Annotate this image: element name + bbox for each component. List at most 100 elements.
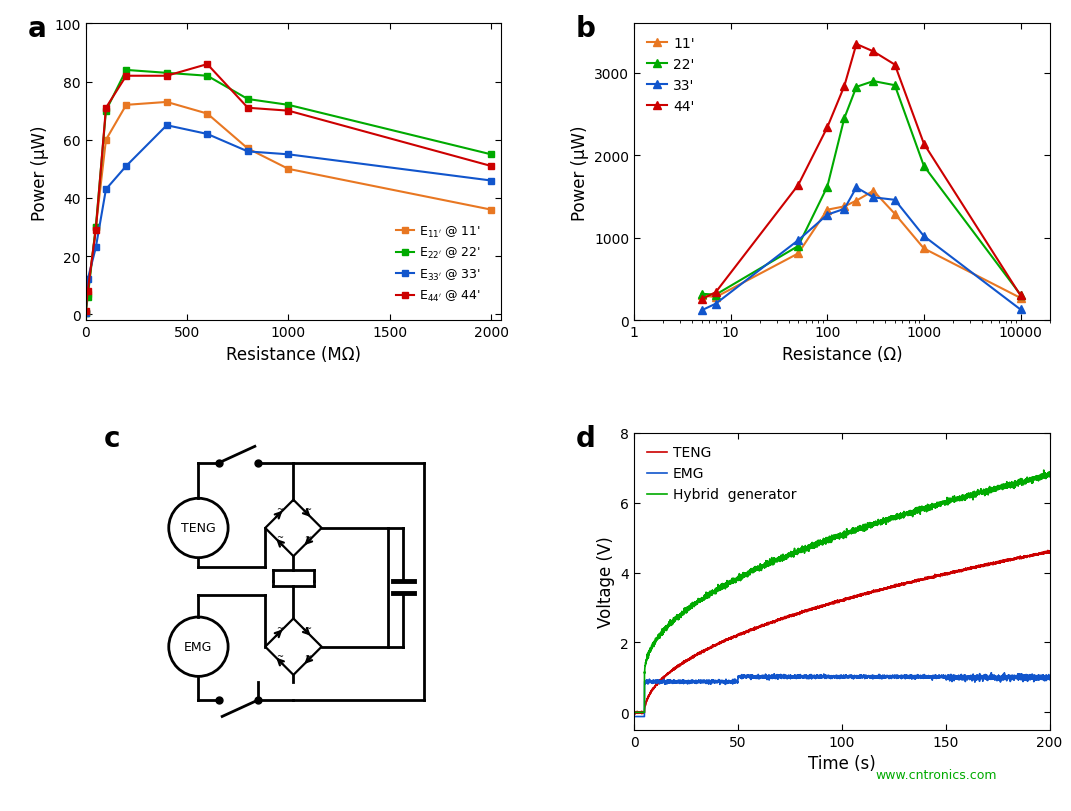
Line: 11': 11' [697, 187, 1025, 303]
Hybrid  generator [1010, 478, 1023, 488]
E$_{22'}$ @ 22' [161, 69, 174, 79]
11' [1014, 294, 1027, 303]
TENG [1041, 546, 1054, 556]
Text: c: c [104, 424, 120, 453]
Text: ~: ~ [304, 651, 311, 660]
Text: ~: ~ [276, 533, 283, 542]
Legend: 11', 22', 33', 44': 11', 22', 33', 44' [642, 32, 700, 119]
Text: ~: ~ [304, 504, 311, 513]
11' [918, 244, 931, 254]
44' [866, 48, 879, 58]
EMG [805, 672, 818, 681]
E$_{11'}$ @ 11' [201, 109, 214, 119]
TENG [805, 606, 818, 616]
Hybrid  generator [1030, 471, 1043, 481]
E$_{44'}$ @ 44' [241, 104, 254, 114]
EMG [1043, 672, 1056, 681]
E$_{44'}$ @ 44' [484, 162, 497, 172]
Text: ~: ~ [276, 623, 283, 632]
Text: d: d [576, 424, 595, 453]
22' [918, 162, 931, 172]
44' [1014, 291, 1027, 301]
44' [820, 123, 833, 133]
E$_{11'}$ @ 11' [79, 309, 92, 319]
E$_{22'}$ @ 22' [282, 101, 295, 110]
11' [889, 210, 902, 220]
33' [838, 204, 850, 214]
Y-axis label: Voltage (V): Voltage (V) [597, 536, 615, 628]
E$_{33'}$ @ 33' [120, 162, 133, 172]
44' [709, 288, 722, 298]
EMG [1030, 673, 1043, 683]
E$_{44'}$ @ 44' [89, 225, 102, 235]
X-axis label: Resistance (Ω): Resistance (Ω) [782, 345, 902, 363]
11' [866, 187, 879, 196]
E$_{11'}$ @ 11' [282, 165, 295, 174]
11' [791, 249, 804, 259]
TENG [825, 599, 838, 608]
33' [918, 232, 931, 242]
33' [850, 183, 863, 193]
Hybrid  generator [628, 707, 640, 717]
E$_{11'}$ @ 11' [89, 223, 102, 233]
Text: ~: ~ [276, 504, 283, 513]
Line: E$_{44'}$ @ 44': E$_{44'}$ @ 44' [82, 62, 495, 315]
E$_{33'}$ @ 33' [100, 185, 112, 195]
E$_{22'}$ @ 22' [89, 223, 102, 233]
33' [889, 195, 902, 205]
Line: 33': 33' [697, 184, 1025, 315]
22' [1014, 290, 1027, 300]
E$_{11'}$ @ 11' [100, 135, 112, 145]
Text: TENG: TENG [181, 521, 216, 534]
22' [695, 290, 708, 299]
44' [889, 61, 902, 71]
Line: 44': 44' [697, 41, 1025, 304]
11' [850, 196, 863, 206]
Hybrid  generator [805, 543, 818, 552]
E$_{33'}$ @ 33' [201, 130, 214, 139]
E$_{44'}$ @ 44' [282, 107, 295, 117]
Line: TENG: TENG [634, 551, 1050, 714]
E$_{44'}$ @ 44' [79, 307, 92, 317]
22' [709, 290, 722, 300]
X-axis label: Time (s): Time (s) [808, 754, 876, 772]
TENG [802, 605, 815, 615]
E$_{22'}$ @ 22' [100, 107, 112, 117]
22' [866, 77, 879, 87]
TENG [930, 571, 942, 581]
E$_{44'}$ @ 44' [100, 104, 112, 114]
11' [838, 202, 850, 212]
22' [850, 83, 863, 92]
EMG [985, 668, 998, 678]
Text: ~: ~ [276, 651, 283, 660]
E$_{33'}$ @ 33' [241, 148, 254, 157]
E$_{44'}$ @ 44' [161, 72, 174, 82]
22' [791, 242, 804, 251]
E$_{33'}$ @ 33' [282, 150, 295, 160]
Text: www.cntronics.com: www.cntronics.com [875, 769, 997, 782]
33' [695, 306, 708, 315]
Hybrid  generator [1038, 466, 1051, 475]
EMG [802, 672, 815, 681]
44' [850, 40, 863, 49]
TENG [1043, 547, 1056, 556]
E$_{22'}$ @ 22' [81, 293, 94, 303]
Text: b: b [576, 15, 595, 44]
E$_{33'}$ @ 33' [484, 177, 497, 187]
TENG [628, 710, 640, 719]
EMG [628, 712, 640, 722]
Hybrid  generator [1043, 472, 1056, 482]
EMG [825, 673, 838, 683]
E$_{33'}$ @ 33' [89, 243, 102, 253]
E$_{22'}$ @ 22' [120, 66, 133, 75]
E$_{11'}$ @ 11' [161, 98, 174, 108]
Y-axis label: Power (μW): Power (μW) [31, 125, 49, 221]
E$_{11'}$ @ 11' [120, 101, 133, 110]
E$_{22'}$ @ 22' [201, 72, 214, 82]
Line: 22': 22' [697, 78, 1025, 299]
E$_{33'}$ @ 33' [81, 275, 94, 285]
Y-axis label: Power (μW): Power (μW) [571, 125, 589, 221]
E$_{33'}$ @ 33' [161, 121, 174, 131]
Hybrid  generator [825, 534, 838, 543]
Text: EMG: EMG [184, 641, 213, 654]
